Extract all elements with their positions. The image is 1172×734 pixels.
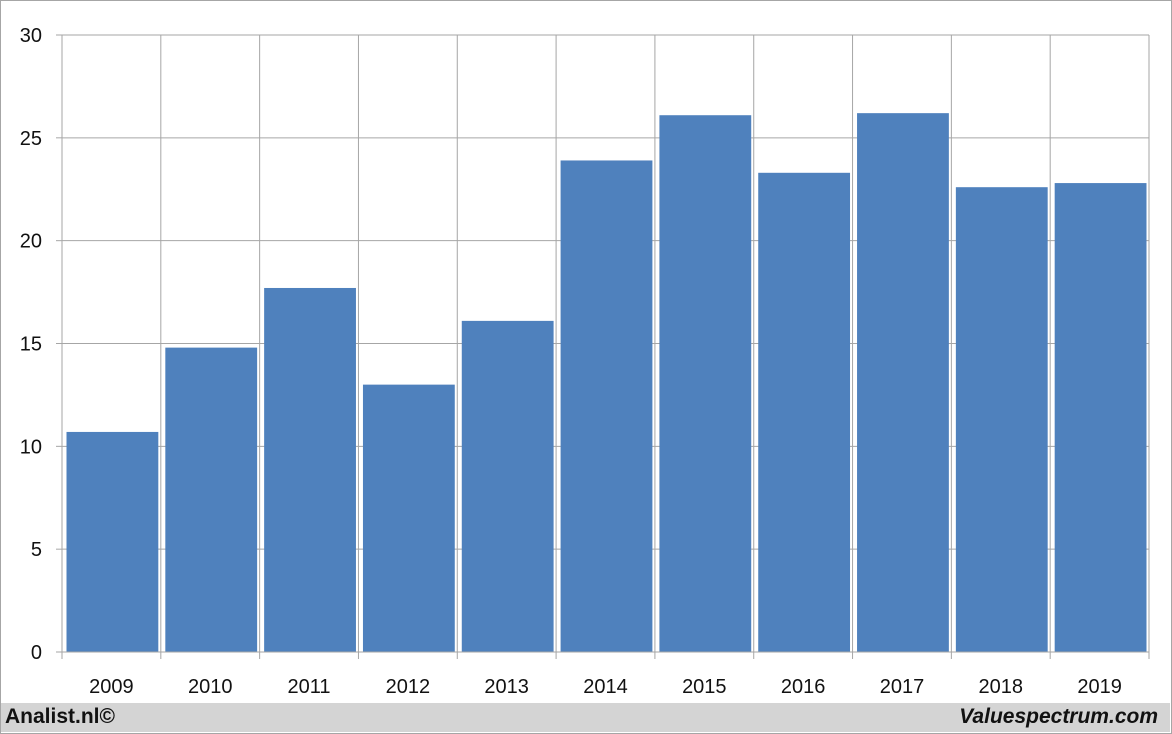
bar [758,172,851,652]
y-tick-label: 15 [20,334,42,356]
source-label-valuespectrum: Valuespectrum.com [959,705,1158,728]
x-tick-label: 2014 [583,676,628,698]
x-tick-label: 2015 [682,676,727,698]
y-tick-label: 20 [20,231,42,253]
x-tick-label: 2016 [781,676,826,698]
bar [264,287,356,652]
x-tick-label: 2012 [386,676,431,698]
y-tick-label: 30 [20,25,42,47]
bar [362,384,455,652]
y-tick-label: 10 [20,436,42,458]
bar [66,431,159,652]
bar [857,113,949,653]
x-tick-label: 2010 [188,676,233,698]
y-tick-label: 0 [31,642,42,664]
x-tick-label: 2019 [1077,676,1122,698]
y-tick-label: 5 [31,539,42,561]
bar [461,320,554,652]
bars [66,113,1147,653]
bar [560,160,653,652]
tick-labels: 0 5 10 15 20 25 30 2009 2010 2011 2012 2013 2014 2015… [20,25,1122,698]
y-tick-label: 25 [20,128,42,150]
footer-bar: Analist.nl© Valuespectrum.com [1,703,1170,732]
axes [56,34,1150,659]
bar-chart: 0 5 10 15 20 25 30 2009 2010 2011 2012 2013 2014 2015… [20,25,1150,698]
x-tick-label: 2013 [484,676,529,698]
source-label-analist: Analist.nl© [5,705,115,728]
x-tick-label: 2017 [880,676,925,698]
bar [1054,183,1147,652]
bar [659,115,752,652]
bar [165,347,258,652]
bar [955,187,1048,652]
x-tick-label: 2018 [979,676,1024,698]
x-tick-label: 2011 [288,676,331,698]
x-tick-label: 2009 [89,676,134,698]
